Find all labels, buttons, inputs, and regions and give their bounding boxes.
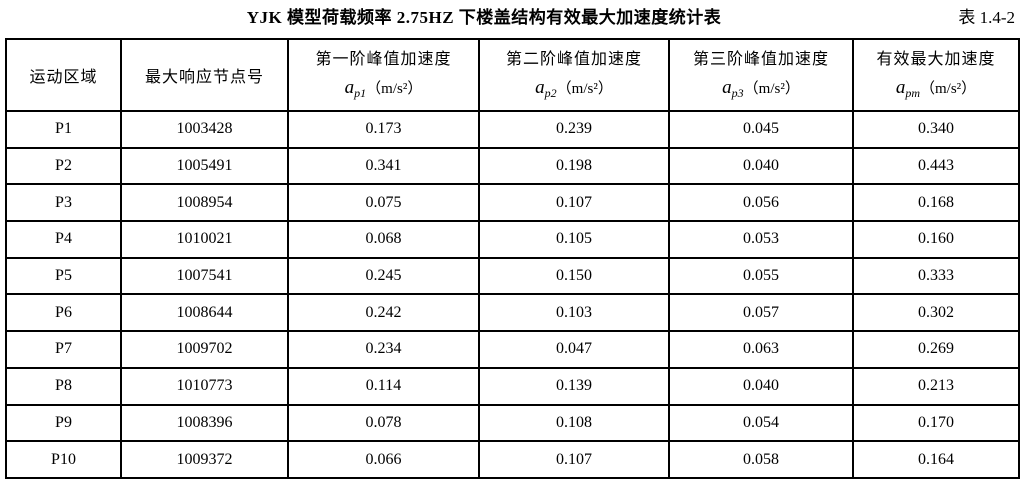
cell-apm: 0.443 [852, 146, 1020, 186]
header-row: 运动区域 最大响应节点号 第一阶峰值加速度 ap1（m/s²） 第二阶峰值加速度… [5, 38, 1020, 112]
col-header-label: 第一阶峰值加速度 [315, 51, 452, 69]
cell-ap1: 0.173 [287, 110, 480, 149]
cell-ap2: 0.108 [478, 403, 670, 443]
cell-node-number: 1010773 [120, 366, 289, 406]
col-header-apm: 有效最大加速度 apm（m/s²） [852, 38, 1020, 112]
cell-ap2: 0.107 [478, 183, 670, 223]
cell-node-number: 1009372 [120, 440, 289, 479]
table-row: P8 1010773 0.114 0.139 0.040 0.213 [5, 366, 1020, 406]
cell-ap2: 0.103 [478, 293, 670, 333]
cell-motion-area: P7 [5, 330, 122, 369]
table-row: P5 1007541 0.245 0.150 0.055 0.333 [5, 256, 1020, 296]
cell-ap2: 0.047 [478, 330, 670, 369]
cell-apm: 0.333 [852, 256, 1020, 296]
cell-apm: 0.302 [852, 293, 1020, 333]
cell-node-number: 1008396 [120, 403, 289, 443]
cell-ap1: 0.245 [287, 256, 480, 296]
cell-ap3: 0.053 [668, 220, 854, 259]
acceleration-statistics-table: 运动区域 最大响应节点号 第一阶峰值加速度 ap1（m/s²） 第二阶峰值加速度… [5, 38, 1020, 479]
col-header-formula: ap2（m/s²） [535, 77, 613, 101]
table-body: P1 1003428 0.173 0.239 0.045 0.340 P2 10… [5, 110, 1020, 479]
cell-motion-area: P10 [5, 440, 122, 479]
cell-ap3: 0.055 [668, 256, 854, 296]
cell-node-number: 1009702 [120, 330, 289, 369]
table-title: YJK 模型荷载频率 2.75HZ 下楼盖结构有效最大加速度统计表 [246, 8, 722, 27]
table-row: P10 1009372 0.066 0.107 0.058 0.164 [5, 440, 1020, 479]
col-header-formula: apm（m/s²） [895, 77, 977, 101]
cell-ap1: 0.234 [287, 330, 480, 369]
cell-ap2: 0.150 [478, 256, 670, 296]
cell-motion-area: P6 [5, 293, 122, 333]
title-row: YJK 模型荷载频率 2.75HZ 下楼盖结构有效最大加速度统计表 表 1.4-… [0, 0, 1023, 38]
col-header-label: 运动区域 [29, 69, 98, 86]
table-row: P2 1005491 0.341 0.198 0.040 0.443 [5, 146, 1020, 186]
cell-ap3: 0.063 [668, 330, 854, 369]
col-header-label: 第二阶峰值加速度 [505, 51, 642, 69]
cell-ap3: 0.040 [668, 366, 854, 406]
cell-apm: 0.269 [852, 330, 1020, 369]
col-header-label: 第三阶峰值加速度 [692, 51, 829, 69]
table-row: P4 1010021 0.068 0.105 0.053 0.160 [5, 220, 1020, 259]
cell-ap3: 0.040 [668, 146, 854, 186]
col-header-label: 最大响应节点号 [144, 69, 264, 86]
cell-ap1: 0.066 [287, 440, 480, 479]
cell-motion-area: P4 [5, 220, 122, 259]
col-header-ap3: 第三阶峰值加速度 ap3（m/s²） [668, 38, 854, 112]
cell-ap1: 0.242 [287, 293, 480, 333]
cell-motion-area: P2 [5, 146, 122, 186]
cell-apm: 0.164 [852, 440, 1020, 479]
cell-ap1: 0.068 [287, 220, 480, 259]
table-number-label: 表 1.4-2 [958, 8, 1015, 27]
cell-ap2: 0.107 [478, 440, 670, 479]
cell-motion-area: P8 [5, 366, 122, 406]
cell-node-number: 1008954 [120, 183, 289, 223]
cell-node-number: 1005491 [120, 146, 289, 186]
cell-apm: 0.160 [852, 220, 1020, 259]
cell-ap2: 0.239 [478, 110, 670, 149]
col-header-formula: ap1（m/s²） [344, 77, 423, 101]
col-header-ap2: 第二阶峰值加速度 ap2（m/s²） [478, 38, 670, 112]
table-row: P6 1008644 0.242 0.103 0.057 0.302 [5, 293, 1020, 333]
cell-apm: 0.170 [852, 403, 1020, 443]
col-header-max-response-node: 最大响应节点号 [120, 38, 289, 112]
cell-ap3: 0.058 [668, 440, 854, 479]
cell-ap2: 0.105 [478, 220, 670, 259]
cell-ap3: 0.054 [668, 403, 854, 443]
cell-apm: 0.213 [852, 366, 1020, 406]
col-header-formula: ap3（m/s²） [722, 77, 800, 101]
cell-ap1: 0.075 [287, 183, 480, 223]
cell-motion-area: P1 [5, 110, 122, 149]
cell-motion-area: P9 [5, 403, 122, 443]
table-row: P3 1008954 0.075 0.107 0.056 0.168 [5, 183, 1020, 223]
cell-motion-area: P3 [5, 183, 122, 223]
cell-node-number: 1008644 [120, 293, 289, 333]
table-row: P7 1009702 0.234 0.047 0.063 0.269 [5, 330, 1020, 369]
cell-ap1: 0.078 [287, 403, 480, 443]
cell-node-number: 1003428 [120, 110, 289, 149]
cell-apm: 0.168 [852, 183, 1020, 223]
col-header-motion-area: 运动区域 [5, 38, 122, 112]
table-row: P9 1008396 0.078 0.108 0.054 0.170 [5, 403, 1020, 443]
col-header-label: 有效最大加速度 [876, 51, 996, 69]
cell-apm: 0.340 [852, 110, 1020, 149]
cell-ap1: 0.341 [287, 146, 480, 186]
col-header-ap1: 第一阶峰值加速度 ap1（m/s²） [287, 38, 480, 112]
cell-motion-area: P5 [5, 256, 122, 296]
cell-ap1: 0.114 [287, 366, 480, 406]
cell-ap3: 0.057 [668, 293, 854, 333]
cell-ap3: 0.056 [668, 183, 854, 223]
cell-ap3: 0.045 [668, 110, 854, 149]
table-row: P1 1003428 0.173 0.239 0.045 0.340 [5, 110, 1020, 149]
cell-node-number: 1007541 [120, 256, 289, 296]
cell-ap2: 0.198 [478, 146, 670, 186]
cell-node-number: 1010021 [120, 220, 289, 259]
cell-ap2: 0.139 [478, 366, 670, 406]
